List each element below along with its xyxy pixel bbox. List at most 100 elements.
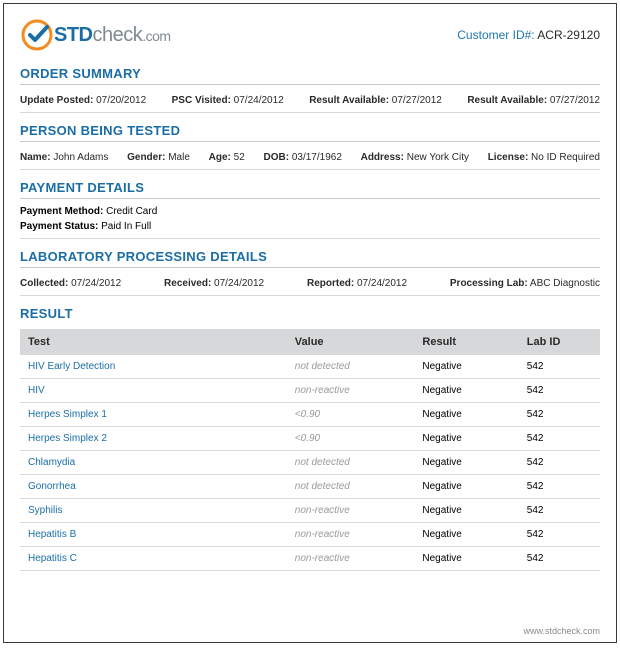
cell-test: Herpes Simplex 1 xyxy=(20,403,287,427)
kv-label: Received: xyxy=(164,278,211,289)
cell-labid: 542 xyxy=(519,379,600,403)
logo: STDcheck.com xyxy=(20,18,171,52)
cell-test: Gonorrhea xyxy=(20,475,287,499)
kv-label: License: xyxy=(488,152,529,163)
payment-heading: PAYMENT DETAILS xyxy=(20,180,600,199)
cell-value: not detected xyxy=(287,355,415,379)
cell-value: <0.90 xyxy=(287,427,415,451)
table-header: Value xyxy=(287,329,415,355)
cell-result: Negative xyxy=(414,427,518,451)
cell-labid: 542 xyxy=(519,403,600,427)
cell-test: Hepatitis C xyxy=(20,547,287,571)
cell-test: HIV Early Detection xyxy=(20,355,287,379)
result-heading: RESULT xyxy=(20,306,600,324)
table-row: Hepatitis Cnon-reactiveNegative542 xyxy=(20,547,600,571)
cell-result: Negative xyxy=(414,379,518,403)
cell-labid: 542 xyxy=(519,451,600,475)
kv-label: Reported: xyxy=(307,278,354,289)
kv-label: Result Available: xyxy=(467,95,547,106)
cell-value: not detected xyxy=(287,451,415,475)
table-row: Hepatitis Bnon-reactiveNegative542 xyxy=(20,523,600,547)
person-heading: PERSON BEING TESTED xyxy=(20,123,600,142)
payment-stack: Payment Method: Credit CardPayment Statu… xyxy=(20,204,600,239)
table-header: Result xyxy=(414,329,518,355)
cell-value: non-reactive xyxy=(287,499,415,523)
cell-result: Negative xyxy=(414,403,518,427)
kv-pair: Result Available: 07/27/2012 xyxy=(467,95,600,106)
order-summary-heading: ORDER SUMMARY xyxy=(20,66,600,85)
table-row: HIVnon-reactiveNegative542 xyxy=(20,379,600,403)
kv-label: DOB: xyxy=(263,152,289,163)
kv-pair: Received: 07/24/2012 xyxy=(164,278,264,289)
order-summary-row: Update Posted: 07/20/2012 PSC Visited: 07… xyxy=(20,90,600,113)
customer-id-label: Customer ID#: xyxy=(457,28,534,42)
header: STDcheck.com Customer ID#: ACR-29120 xyxy=(20,18,600,52)
cell-result: Negative xyxy=(414,523,518,547)
person-row: Name: John Adams Gender: Male Age: 52 DOB: … xyxy=(20,147,600,170)
kv-label: Gender: xyxy=(127,152,165,163)
cell-result: Negative xyxy=(414,355,518,379)
table-row: Herpes Simplex 2<0.90Negative542 xyxy=(20,427,600,451)
kv-pair: Result Available: 07/27/2012 xyxy=(309,95,442,106)
cell-labid: 542 xyxy=(519,475,600,499)
cell-value: non-reactive xyxy=(287,523,415,547)
kv-label: Collected: xyxy=(20,278,68,289)
kv-label: Result Available: xyxy=(309,95,389,106)
cell-test: Herpes Simplex 2 xyxy=(20,427,287,451)
kv-pair: Payment Method: Credit Card xyxy=(20,204,600,219)
table-row: Gonorrheanot detectedNegative542 xyxy=(20,475,600,499)
cell-labid: 542 xyxy=(519,547,600,571)
kv-label: Processing Lab: xyxy=(450,278,528,289)
kv-pair: Name: John Adams xyxy=(20,152,108,163)
cell-test: Syphilis xyxy=(20,499,287,523)
cell-value: non-reactive xyxy=(287,547,415,571)
kv-label: PSC Visited: xyxy=(172,95,231,106)
kv-pair: Reported: 07/24/2012 xyxy=(307,278,407,289)
report-page: STDcheck.com Customer ID#: ACR-29120 ORD… xyxy=(3,3,617,643)
kv-pair: DOB: 03/17/1962 xyxy=(263,152,341,163)
table-header: Lab ID xyxy=(519,329,600,355)
result-table: TestValueResultLab ID HIV Early Detectio… xyxy=(20,329,600,571)
kv-pair: PSC Visited: 07/24/2012 xyxy=(172,95,284,106)
cell-result: Negative xyxy=(414,547,518,571)
kv-label: Payment Method: xyxy=(20,206,103,217)
logo-text: STDcheck.com xyxy=(54,24,171,47)
table-row: HIV Early Detectionnot detectedNegative5… xyxy=(20,355,600,379)
cell-value: not detected xyxy=(287,475,415,499)
customer-id: Customer ID#: ACR-29120 xyxy=(457,28,600,42)
kv-pair: Processing Lab: ABC Diagnostic xyxy=(450,278,600,289)
kv-pair: Collected: 07/24/2012 xyxy=(20,278,121,289)
table-row: Herpes Simplex 1<0.90Negative542 xyxy=(20,403,600,427)
cell-test: Chlamydia xyxy=(20,451,287,475)
cell-result: Negative xyxy=(414,499,518,523)
footer-url: www.stdcheck.com xyxy=(523,626,600,636)
cell-result: Negative xyxy=(414,451,518,475)
lab-heading: LABORATORY PROCESSING DETAILS xyxy=(20,249,600,268)
lab-row: Collected: 07/24/2012 Received: 07/24/201… xyxy=(20,273,600,296)
kv-label: Age: xyxy=(209,152,231,163)
cell-labid: 542 xyxy=(519,355,600,379)
cell-labid: 542 xyxy=(519,523,600,547)
cell-value: <0.90 xyxy=(287,403,415,427)
cell-test: Hepatitis B xyxy=(20,523,287,547)
kv-pair: License: No ID Required xyxy=(488,152,600,163)
customer-id-value: ACR-29120 xyxy=(537,28,600,42)
cell-value: non-reactive xyxy=(287,379,415,403)
table-row: Syphilisnon-reactiveNegative542 xyxy=(20,499,600,523)
table-header: Test xyxy=(20,329,287,355)
kv-label: Update Posted: xyxy=(20,95,93,106)
kv-pair: Gender: Male xyxy=(127,152,190,163)
kv-pair: Update Posted: 07/20/2012 xyxy=(20,95,146,106)
kv-pair: Payment Status: Paid In Full xyxy=(20,219,600,234)
cell-test: HIV xyxy=(20,379,287,403)
kv-label: Name: xyxy=(20,152,51,163)
kv-label: Payment Status: xyxy=(20,221,98,232)
checkmark-icon xyxy=(20,18,54,52)
kv-pair: Address: New York City xyxy=(361,152,469,163)
cell-labid: 542 xyxy=(519,427,600,451)
kv-label: Address: xyxy=(361,152,404,163)
kv-pair: Age: 52 xyxy=(209,152,245,163)
cell-labid: 542 xyxy=(519,499,600,523)
table-row: Chlamydianot detectedNegative542 xyxy=(20,451,600,475)
cell-result: Negative xyxy=(414,475,518,499)
